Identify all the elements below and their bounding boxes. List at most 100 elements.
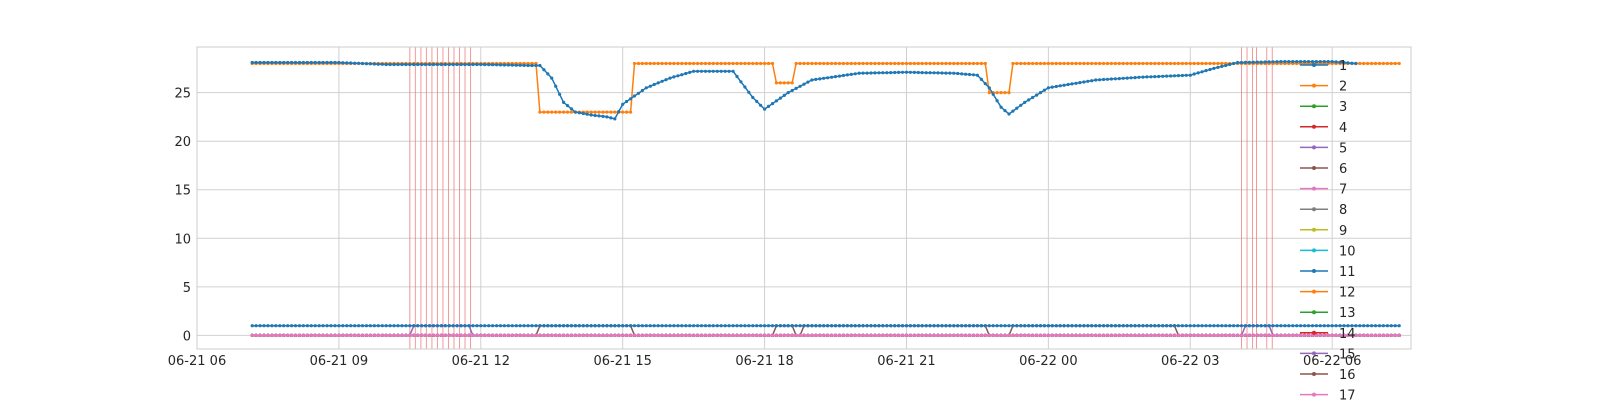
data-point [889,71,893,75]
data-point [412,62,416,67]
data-point [254,60,258,65]
data-point [763,61,767,66]
data-point [483,63,487,67]
data-point [806,61,810,66]
data-point [979,77,984,81]
data-point [893,324,897,328]
data-point [420,333,424,337]
data-point [613,117,617,121]
data-point [1145,333,1149,337]
data-point [991,333,995,337]
data-point [1255,324,1259,328]
data-point [802,324,806,328]
data-point [711,69,715,73]
data-point [798,324,802,328]
data-point [845,333,850,337]
data-point [845,61,850,66]
data-point [424,333,428,337]
data-point [1007,324,1011,328]
data-point [889,333,893,337]
data-point [1255,333,1259,337]
data-point [443,333,447,337]
data-point [668,61,672,66]
data-point [861,61,865,66]
data-point [889,61,893,66]
data-point [644,86,648,90]
data-point [514,324,518,328]
data-point [766,333,771,337]
data-point [956,61,960,66]
data-point [865,333,869,337]
data-point [707,61,712,66]
data-point [286,333,290,337]
data-point [1279,333,1283,337]
data-point [1149,75,1153,79]
data-point [987,333,991,337]
data-point [822,333,826,337]
data-point [613,324,617,328]
data-point [522,333,526,337]
data-point [262,324,266,328]
data-point [372,333,376,337]
data-point [1220,64,1224,68]
data-point [1003,324,1007,328]
data-point [1350,333,1354,337]
data-point [644,324,648,328]
data-point [1011,109,1015,113]
data-point [463,62,467,67]
data-point [763,107,767,111]
data-point [1035,333,1039,337]
data-point [952,333,956,337]
data-point [262,60,266,65]
data-point [983,61,987,66]
data-point [1066,82,1070,87]
data-point [900,70,905,74]
data-point [668,324,672,328]
data-point [424,324,428,328]
data-point [1204,324,1208,328]
data-point [849,61,853,66]
data-point [1216,333,1220,337]
data-point [885,333,889,337]
data-point [1157,61,1161,66]
data-point [853,324,857,328]
data-point [1370,324,1374,328]
data-point [305,60,309,65]
data-point [282,324,286,328]
data-point [782,324,786,328]
data-point [857,61,861,66]
data-point [940,71,944,75]
data-point [439,324,443,328]
data-point [849,333,853,337]
data-point [778,81,783,85]
data-point [301,324,305,328]
data-point [924,61,928,66]
data-point [656,61,660,66]
data-point [786,324,790,328]
data-point [431,333,436,337]
data-point [1204,333,1208,337]
data-point [770,102,775,106]
data-point [1381,324,1385,328]
data-point [1228,62,1232,67]
data-point [1027,324,1031,328]
data-point [865,61,869,66]
data-point [282,60,286,65]
data-point [1105,61,1110,66]
data-point [928,333,932,337]
data-point [672,333,676,337]
data-point [451,62,455,67]
vertical-markers [409,47,1273,349]
data-point [1121,333,1125,337]
data-point [1176,324,1180,328]
data-point [794,333,798,337]
data-point [337,324,341,328]
data-point [778,96,783,100]
data-point [455,324,459,328]
data-point [1133,333,1137,337]
data-point [1046,333,1050,337]
data-point [1109,61,1113,66]
data-point [1208,333,1212,337]
data-point [1393,333,1397,337]
data-point [435,62,439,67]
